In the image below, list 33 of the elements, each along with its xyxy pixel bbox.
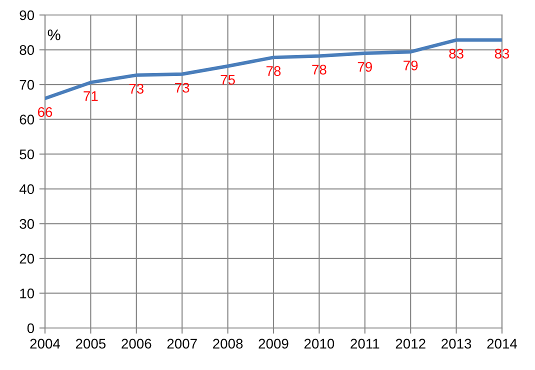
y-tick-label: 30 <box>20 219 34 229</box>
data-label: 83 <box>449 48 464 59</box>
x-tick-label: 2011 <box>350 338 380 349</box>
x-tick-label: 2007 <box>167 338 197 349</box>
x-tick-label: 2005 <box>76 338 106 349</box>
y-tick-label: 10 <box>20 288 34 298</box>
x-tick-label: 2008 <box>213 338 243 349</box>
x-tick-label: 2012 <box>396 338 426 349</box>
data-label: 79 <box>404 60 418 70</box>
data-label: 71 <box>84 91 98 101</box>
data-label: 78 <box>312 64 326 75</box>
data-label: 73 <box>175 82 190 93</box>
y-tick-label: 80 <box>20 45 34 55</box>
x-tick-label: 2006 <box>122 338 152 349</box>
y-tick-label: 60 <box>20 114 34 125</box>
x-tick-label: 2009 <box>258 338 288 349</box>
y-tick-label: 90 <box>20 10 34 20</box>
y-tick-label: 20 <box>20 254 34 264</box>
data-label: 79 <box>358 62 372 72</box>
data-label: 83 <box>494 48 510 59</box>
x-tick-label: 2004 <box>30 338 60 349</box>
data-label: 66 <box>38 107 52 117</box>
x-tick-label: 2010 <box>304 338 334 349</box>
y-tick-label: 0 <box>27 323 34 334</box>
x-tick-label: 2014 <box>487 338 518 349</box>
y-tick-label: 50 <box>20 149 34 160</box>
data-label: 73 <box>129 84 144 94</box>
data-label: 78 <box>266 66 281 76</box>
y-axis-title: % <box>48 30 60 40</box>
y-tick-label: 40 <box>19 184 34 194</box>
x-tick-label: 2013 <box>442 338 472 349</box>
data-label: 75 <box>220 74 235 85</box>
y-tick-label: 70 <box>20 80 34 90</box>
